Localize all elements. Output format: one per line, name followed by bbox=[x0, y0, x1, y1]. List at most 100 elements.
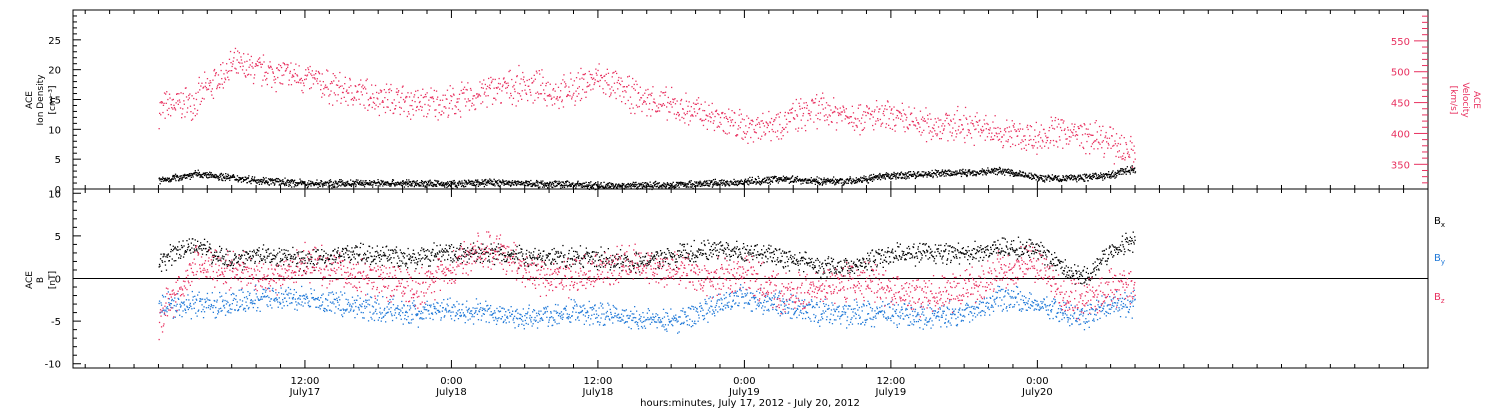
velocity-point bbox=[1046, 139, 1048, 142]
velocity-point bbox=[563, 74, 565, 76]
velocity-point bbox=[630, 103, 633, 105]
velocity-point bbox=[770, 117, 773, 120]
density-point bbox=[831, 182, 833, 184]
by-point bbox=[291, 302, 293, 304]
density-point bbox=[983, 169, 985, 171]
velocity-point bbox=[925, 107, 927, 109]
density-point bbox=[1007, 168, 1009, 170]
velocity-point bbox=[975, 128, 977, 130]
velocity-point bbox=[914, 125, 917, 127]
density-point bbox=[276, 177, 278, 180]
velocity-point bbox=[891, 108, 893, 110]
velocity-point bbox=[892, 119, 895, 121]
velocity-point bbox=[1052, 127, 1054, 129]
density-point bbox=[683, 185, 685, 187]
by-point bbox=[345, 310, 347, 312]
density-point bbox=[401, 185, 403, 187]
velocity-point bbox=[268, 67, 271, 69]
velocity-point bbox=[768, 131, 770, 133]
density-point bbox=[733, 184, 736, 186]
density-point bbox=[187, 175, 189, 177]
density-point bbox=[256, 182, 258, 184]
density-point bbox=[1037, 175, 1039, 178]
density-point bbox=[194, 170, 196, 172]
velocity-point bbox=[290, 84, 293, 86]
velocity-point bbox=[1017, 135, 1019, 137]
density-point bbox=[371, 184, 373, 186]
density-point bbox=[768, 177, 770, 180]
density-point bbox=[860, 180, 863, 182]
density-point bbox=[890, 173, 893, 175]
density-point bbox=[664, 183, 666, 185]
velocity-point bbox=[881, 122, 884, 124]
velocity-point bbox=[677, 112, 679, 114]
by-point bbox=[299, 295, 301, 297]
velocity-point bbox=[929, 130, 931, 132]
density-point bbox=[1039, 177, 1042, 179]
by-point bbox=[314, 297, 316, 300]
density-point bbox=[1108, 173, 1110, 176]
density-point bbox=[481, 183, 483, 185]
density-point bbox=[893, 175, 896, 177]
by-point bbox=[304, 298, 307, 300]
density-point bbox=[689, 182, 691, 184]
velocity-point bbox=[550, 95, 552, 97]
density-point bbox=[799, 179, 801, 181]
by-point bbox=[340, 309, 342, 311]
velocity-point bbox=[786, 131, 789, 133]
velocity-point bbox=[816, 128, 818, 130]
density-point bbox=[263, 179, 265, 181]
velocity-point bbox=[905, 114, 907, 116]
velocity-point bbox=[924, 120, 927, 122]
density-point bbox=[662, 183, 664, 186]
density-point bbox=[829, 179, 831, 181]
velocity-point bbox=[307, 67, 309, 69]
by-point bbox=[269, 300, 271, 302]
velocity-point bbox=[395, 91, 398, 93]
by-point bbox=[356, 313, 358, 315]
velocity-point bbox=[257, 64, 259, 67]
density-point bbox=[553, 184, 555, 187]
density-point bbox=[607, 182, 610, 184]
velocity-point bbox=[955, 136, 957, 138]
density-point bbox=[735, 180, 737, 182]
velocity-point bbox=[372, 101, 374, 103]
density-point bbox=[1088, 175, 1090, 178]
density-point bbox=[837, 179, 840, 182]
density-point bbox=[489, 178, 491, 180]
density-point bbox=[199, 175, 202, 177]
by-point bbox=[241, 304, 243, 306]
density-point bbox=[334, 186, 336, 188]
velocity-point bbox=[593, 83, 595, 86]
density-point bbox=[247, 177, 250, 179]
density-point bbox=[998, 166, 1001, 169]
density-point bbox=[251, 179, 253, 181]
density-point bbox=[321, 180, 323, 183]
density-point bbox=[1104, 176, 1106, 178]
density-point bbox=[589, 184, 591, 187]
density-point bbox=[318, 182, 320, 184]
density-point bbox=[551, 183, 553, 185]
density-point bbox=[344, 182, 346, 184]
velocity-point bbox=[1063, 129, 1065, 131]
density-point bbox=[308, 180, 310, 182]
density-point bbox=[816, 181, 819, 184]
density-point bbox=[812, 179, 814, 181]
density-point bbox=[1019, 170, 1021, 172]
density-point bbox=[699, 180, 701, 182]
density-point bbox=[453, 179, 455, 182]
velocity-point bbox=[326, 86, 328, 88]
velocity-point bbox=[1026, 124, 1029, 126]
density-point bbox=[496, 181, 498, 184]
density-point bbox=[618, 186, 620, 188]
density-point bbox=[265, 181, 268, 183]
velocity-point bbox=[523, 76, 525, 78]
density-point bbox=[524, 182, 526, 184]
density-point bbox=[1045, 178, 1047, 180]
density-point bbox=[565, 181, 567, 183]
density-point bbox=[748, 181, 751, 183]
velocity-point bbox=[1133, 145, 1135, 147]
velocity-point bbox=[765, 121, 767, 123]
velocity-point bbox=[301, 79, 304, 82]
